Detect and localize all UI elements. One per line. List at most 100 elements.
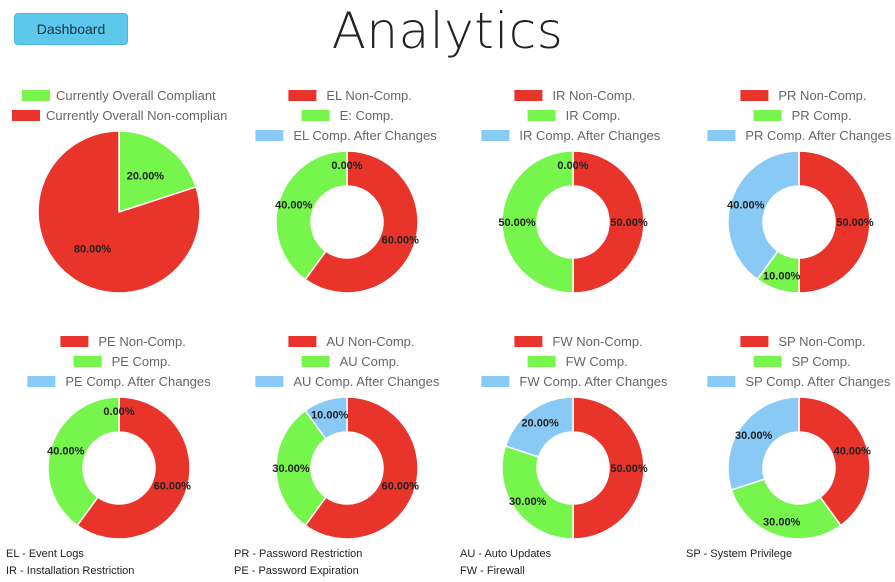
data-label: 30.00%	[272, 463, 310, 475]
legend-item-ir-non-comp[interactable]: IR Non-Comp.	[514, 88, 635, 103]
page-title: Analytics	[331, 2, 564, 60]
legend-swatch	[481, 376, 510, 387]
data-label: 40.00%	[47, 446, 85, 458]
pie-slice-au-non-comp[interactable]	[304, 396, 419, 540]
pie-slice-currently-overall-compliant[interactable]	[118, 130, 197, 214]
legend-item-e-comp[interactable]: E: Comp.	[301, 108, 394, 123]
chart-password-restriction: PR Non-Comp. PR Comp. PR Comp. After Chang…	[707, 88, 892, 294]
pie-slice-fw-comp[interactable]	[501, 445, 574, 540]
abbr-au: AU - Auto Updates	[460, 548, 552, 560]
pie-slice-pr-non-comp[interactable]	[798, 150, 871, 294]
data-label: 10.00%	[311, 410, 349, 422]
legend-item-ir-comp-after-changes[interactable]: IR Comp. After Changes	[481, 128, 661, 143]
legend-swatch	[740, 336, 769, 347]
abbr-sp: SP - System Privilege	[686, 548, 793, 560]
pie-slice-sp-non-comp[interactable]	[798, 396, 871, 527]
legend-swatch	[707, 376, 736, 387]
legend-swatch	[707, 130, 736, 141]
pie-slice-e-comp[interactable]	[275, 150, 348, 281]
data-label: 30.00%	[735, 430, 773, 442]
legend-swatch	[288, 90, 317, 101]
legend-label: SP Comp. After Changes	[745, 374, 891, 389]
legend-swatch	[12, 110, 40, 121]
pie-slice-ir-comp[interactable]	[501, 150, 574, 294]
data-label: 20.00%	[127, 171, 165, 183]
abbr-pe: PE - Password Expiration	[234, 565, 359, 577]
legend-item-pr-non-comp[interactable]: PR Non-Comp.	[740, 88, 867, 103]
abbr-el: EL - Event Logs	[6, 548, 84, 560]
chart-event-logs: EL Non-Comp. E: Comp. EL Comp. After Chang…	[255, 88, 437, 294]
legend-label: E: Comp.	[340, 108, 394, 123]
legend-item-au-comp-after-changes[interactable]: AU Comp. After Changes	[255, 374, 440, 389]
legend-swatch	[22, 90, 50, 101]
legend-swatch	[753, 356, 782, 367]
legend-item-fw-comp[interactable]: FW Comp.	[527, 354, 628, 369]
data-label: 0.00%	[331, 160, 362, 172]
legend-item-fw-non-comp[interactable]: FW Non-Comp.	[514, 334, 643, 349]
pie-slice-fw-comp-after-changes[interactable]	[504, 396, 574, 458]
legend-label: FW Non-Comp.	[552, 334, 642, 349]
legend-label: SP Non-Comp.	[778, 334, 865, 349]
data-label: 40.00%	[727, 200, 765, 212]
legend-item-sp-non-comp[interactable]: SP Non-Comp.	[740, 334, 866, 349]
legend-item-el-comp-after-changes[interactable]: EL Comp. After Changes	[255, 128, 437, 143]
legend-label: PR Non-Comp.	[778, 88, 866, 103]
legend-item-sp-comp-after-changes[interactable]: SP Comp. After Changes	[707, 374, 891, 389]
legend-item-pe-comp[interactable]: PE Comp.	[73, 354, 171, 369]
pie-slice-pr-comp-after-changes[interactable]	[727, 150, 800, 281]
legend-item-ir-comp[interactable]: IR Comp.	[527, 108, 621, 123]
pie-slice-sp-comp[interactable]	[730, 478, 842, 540]
pie-slice-sp-comp-after-changes[interactable]	[727, 396, 800, 491]
legend-item-au-non-comp[interactable]: AU Non-Comp.	[288, 334, 415, 349]
legend-label: AU Comp.	[340, 354, 400, 369]
legend-label: SP Comp.	[792, 354, 851, 369]
legend-label: PE Comp. After Changes	[65, 374, 211, 389]
legend-item-pe-non-comp[interactable]: PE Non-Comp.	[60, 334, 186, 349]
legend-label: PE Non-Comp.	[98, 334, 185, 349]
chart-password-expiration: PE Non-Comp. PE Comp. PE Comp. After Chang…	[27, 334, 211, 540]
legend-swatch	[255, 130, 284, 141]
pie-slice-pe-comp[interactable]	[47, 396, 120, 527]
legend-item-fw-comp-after-changes[interactable]: FW Comp. After Changes	[481, 374, 668, 389]
legend-item-currently-overall-non-complian[interactable]: Currently Overall Non-complian	[12, 108, 227, 123]
chart-installation-restriction: IR Non-Comp. IR Comp. IR Comp. After Chang…	[481, 88, 661, 294]
legend-swatch	[527, 110, 556, 121]
legend-item-pr-comp[interactable]: PR Comp.	[753, 108, 852, 123]
legend-item-currently-overall-compliant[interactable]: Currently Overall Compliant	[22, 88, 216, 103]
chart-auto-updates: AU Non-Comp. AU Comp. AU Comp. After Chang…	[255, 334, 440, 540]
abbr-pr: PR - Password Restriction	[234, 548, 363, 560]
legend-item-au-comp[interactable]: AU Comp.	[301, 354, 400, 369]
legend-label: Currently Overall Compliant	[56, 88, 216, 103]
pie-slice-el-non-comp[interactable]	[304, 150, 419, 294]
legend-swatch	[753, 110, 782, 121]
legend-swatch	[740, 90, 769, 101]
data-label: 50.00%	[610, 463, 648, 475]
legend-item-pe-comp-after-changes[interactable]: PE Comp. After Changes	[27, 374, 211, 389]
pie-slice-au-comp[interactable]	[275, 409, 327, 527]
legend-swatch	[288, 336, 317, 347]
data-label: 60.00%	[382, 480, 420, 492]
chart-firewall: FW Non-Comp. FW Comp. FW Comp. After Chang…	[481, 334, 668, 540]
pie-slice-currently-overall-non-complian[interactable]	[37, 130, 201, 294]
legend-item-pr-comp-after-changes[interactable]: PR Comp. After Changes	[707, 128, 892, 143]
pie-slice-fw-non-comp[interactable]	[572, 396, 645, 540]
legend-item-sp-comp[interactable]: SP Comp.	[753, 354, 851, 369]
dashboard-button[interactable]: Dashboard	[14, 13, 128, 45]
legend-label: FW Comp. After Changes	[519, 374, 668, 389]
legend-swatch	[27, 376, 56, 387]
legend-label: AU Comp. After Changes	[293, 374, 439, 389]
legend-swatch	[301, 356, 330, 367]
data-label: 40.00%	[834, 446, 872, 458]
pie-slice-ir-non-comp[interactable]	[572, 150, 645, 294]
pie-slice-pe-non-comp[interactable]	[76, 396, 191, 540]
legend-label: EL Non-Comp.	[326, 88, 412, 103]
data-label: 50.00%	[836, 217, 874, 229]
abbr-fw: FW - Firewall	[460, 565, 525, 577]
pie-slice-au-comp-after-changes[interactable]	[304, 396, 348, 440]
legend-swatch	[514, 90, 543, 101]
legend-label: Currently Overall Non-complian	[46, 108, 227, 123]
legend-item-el-non-comp[interactable]: EL Non-Comp.	[288, 88, 412, 103]
legend-swatch	[73, 356, 102, 367]
data-label: 0.00%	[103, 406, 134, 418]
legend-label: IR Comp. After Changes	[519, 128, 660, 143]
